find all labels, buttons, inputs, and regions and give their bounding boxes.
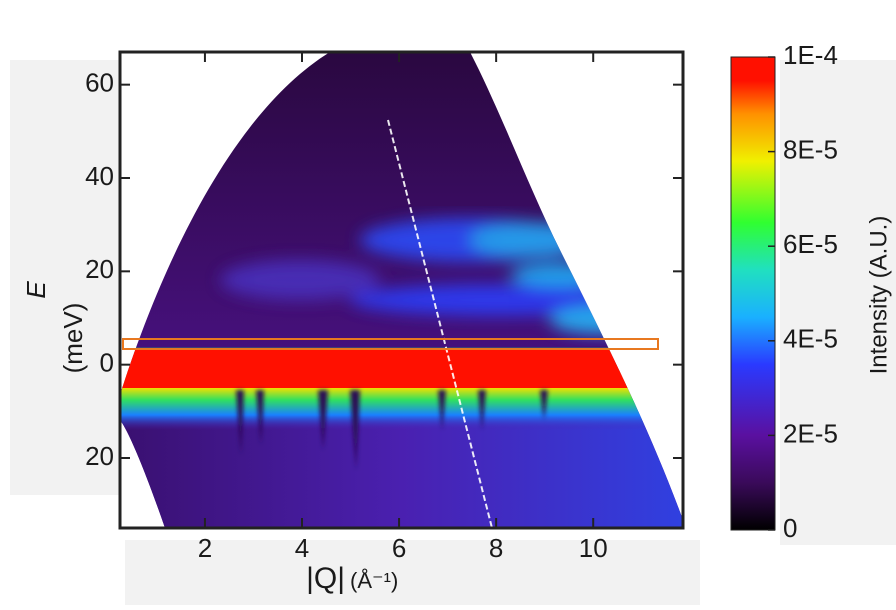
highlight-box <box>122 338 659 350</box>
y-tick-label: 0 <box>100 348 114 378</box>
colorbar-label: Intensity (A.U.) <box>865 216 892 375</box>
panel-bg <box>10 60 120 495</box>
colorbar-tick-label: 8E-5 <box>783 134 838 164</box>
x-tick-label: 4 <box>295 533 309 563</box>
colorbar-tick-label: 0 <box>783 513 797 543</box>
y-tick-label: 40 <box>85 161 114 191</box>
x-axis-label: |Q| <box>306 562 345 595</box>
x-tick-label: 6 <box>392 533 406 563</box>
colorbar-tick-label: 1E-4 <box>783 40 838 70</box>
x-tick-label: 2 <box>198 533 212 563</box>
colorbar-tick-label: 6E-5 <box>783 229 838 259</box>
colorbar <box>730 56 776 531</box>
x-axis-unit: (Å⁻¹) <box>350 568 398 593</box>
colorbar-tick-label: 2E-5 <box>783 418 838 448</box>
panel-bg <box>125 540 700 605</box>
x-tick-label: 10 <box>579 533 608 563</box>
x-tick-label: 8 <box>489 533 503 563</box>
y-axis-unit: (meV) <box>58 303 88 374</box>
intensity-map <box>120 52 683 528</box>
y-tick-label: 20 <box>85 441 114 471</box>
panel-bg <box>780 60 896 545</box>
plot-frame <box>118 50 685 530</box>
y-tick-label: 60 <box>85 68 114 98</box>
y-axis-label: E <box>21 281 51 299</box>
colorbar-tick-label: 4E-5 <box>783 324 838 354</box>
y-tick-label: 20 <box>85 254 114 284</box>
